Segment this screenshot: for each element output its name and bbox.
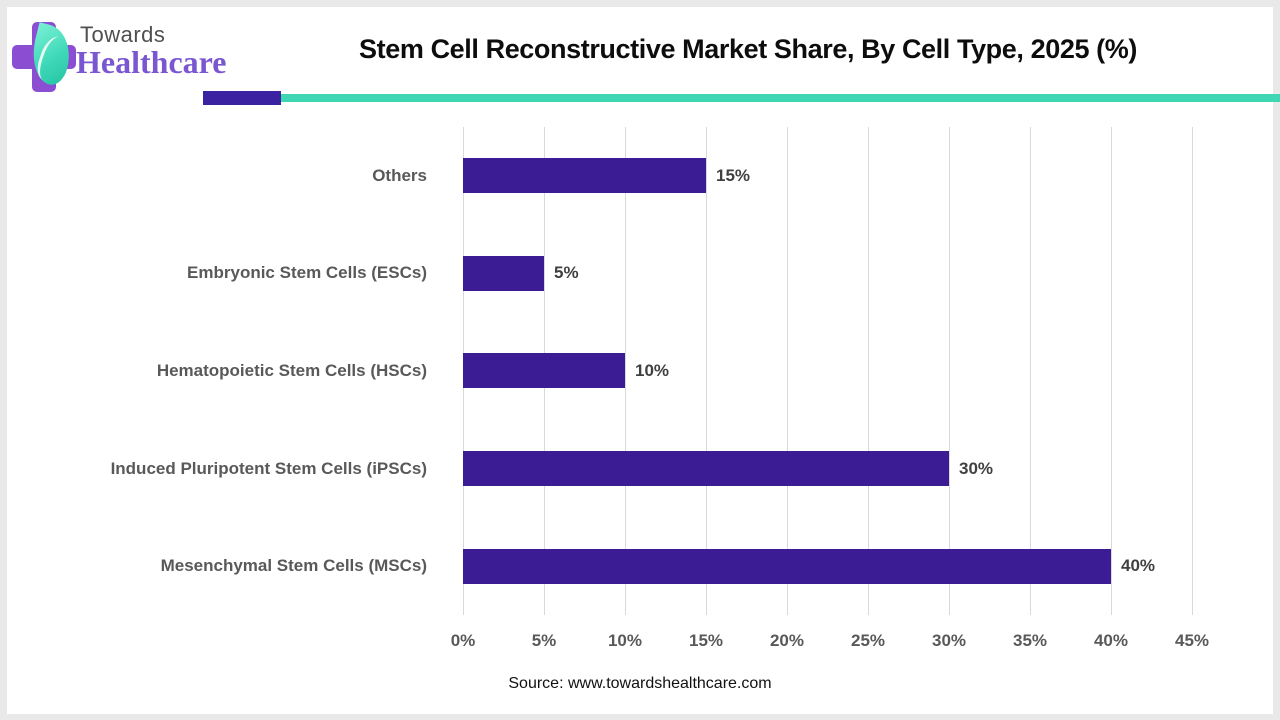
bar-value-label: 30% — [959, 458, 994, 478]
category-label: Embryonic Stem Cells (ESCs) — [187, 263, 427, 283]
bar-value-label: 5% — [553, 263, 579, 283]
bar-row: 15% — [463, 127, 1192, 225]
x-tick-label: 45% — [1174, 631, 1210, 650]
category-label: Mesenchymal Stem Cells (MSCs) — [160, 556, 427, 576]
gridline — [1192, 127, 1193, 615]
x-tick-label: 10% — [607, 631, 642, 650]
towards-healthcare-logo: Towards Healthcare — [10, 14, 260, 94]
gridline — [949, 127, 950, 615]
x-tick-label: 5% — [531, 631, 557, 650]
bar-row: 10% — [463, 322, 1192, 420]
bar-row: 40% — [463, 517, 1192, 615]
category-label: Others — [372, 165, 427, 185]
bar-bands: 15% 5% 10% 30% 40% — [463, 127, 1192, 615]
category-label: Hematopoietic Stem Cells (HSCs) — [156, 360, 427, 380]
category-axis-labels: Others Embryonic Stem Cells (ESCs) Hematop… — [0, 127, 445, 615]
title-underline-teal — [281, 94, 1280, 102]
bar — [463, 451, 949, 487]
x-tick-label: 40% — [1093, 631, 1128, 650]
gridline — [1110, 127, 1112, 615]
bar-value-label: 15% — [716, 165, 751, 185]
category-label: Induced Pluripotent Stem Cells (iPSCs) — [110, 458, 427, 478]
x-tick-label: 0% — [450, 631, 476, 650]
bar-row: 5% — [463, 225, 1192, 323]
x-tick-label: 25% — [850, 631, 886, 650]
gridline — [786, 127, 788, 615]
x-tick-label: 15% — [688, 631, 724, 650]
gridline — [868, 127, 869, 615]
bar-value-label: 40% — [1120, 556, 1156, 576]
chart-plot: 15% 5% 10% 30% 40% — [463, 127, 1193, 615]
x-tick-label: 20% — [769, 631, 804, 650]
page-title: Stem Cell Reconstructive Market Share, B… — [359, 34, 1137, 64]
bar — [463, 353, 625, 389]
gridline — [706, 127, 707, 615]
bar-value-label: 10% — [634, 360, 670, 380]
logo-healthcare-text: Healthcare — [76, 44, 227, 80]
x-tick-label: 35% — [1012, 631, 1048, 650]
gridline — [624, 127, 626, 615]
title-underline-purple — [203, 91, 281, 105]
bar — [463, 158, 706, 194]
bar — [463, 548, 1111, 584]
source-attribution: Source: www.towardshealthcare.com — [508, 675, 772, 692]
bar — [463, 255, 544, 291]
logo-towards-text: Towards — [80, 22, 166, 47]
x-tick-label: 30% — [931, 631, 967, 650]
gridline — [1030, 127, 1031, 615]
x-axis-tick-labels: 0% 5% 10% 15% 20% 25% 30% 35% 40% 45% — [451, 631, 1209, 655]
bar-row: 30% — [463, 420, 1192, 518]
